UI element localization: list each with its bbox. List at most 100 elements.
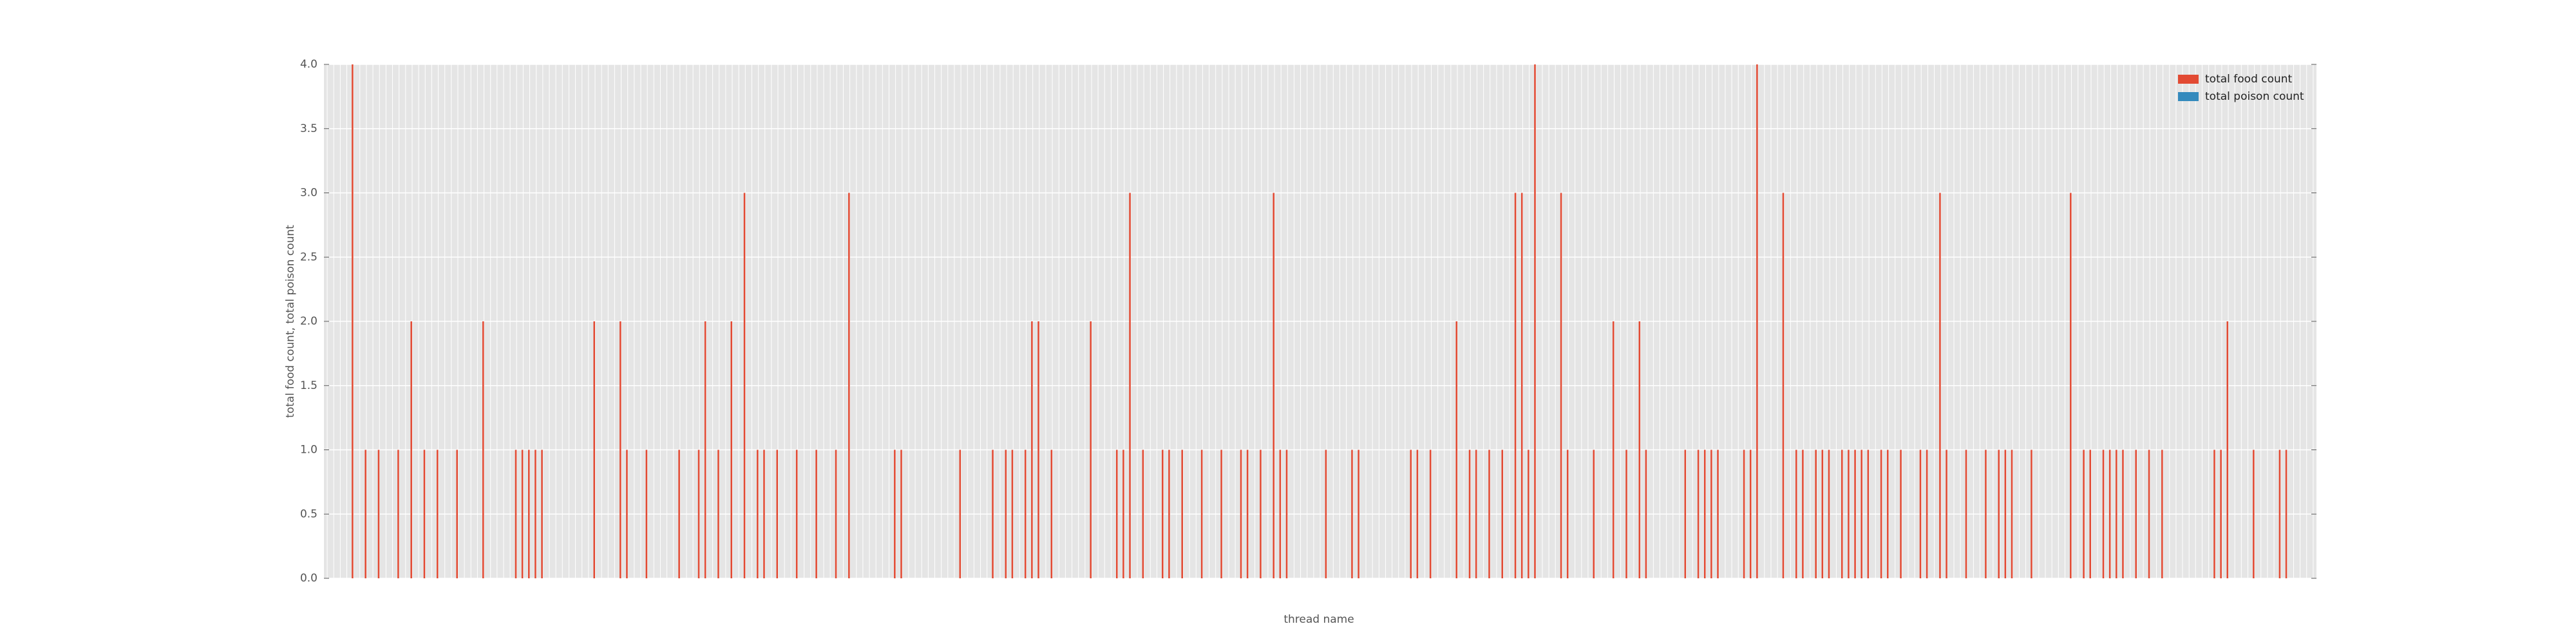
bar xyxy=(1285,450,1288,578)
bar xyxy=(1115,450,1118,578)
bar xyxy=(1358,450,1359,578)
bar xyxy=(436,450,439,578)
bar xyxy=(593,321,595,578)
bar xyxy=(1455,321,1458,578)
bar xyxy=(2122,450,2124,578)
bar xyxy=(1488,450,1490,578)
bar xyxy=(1985,450,1987,578)
bar xyxy=(528,450,530,578)
bar xyxy=(1050,450,1053,578)
y-axis-label: total food count, total poison count xyxy=(284,225,297,418)
bar xyxy=(1168,450,1170,578)
bar xyxy=(482,321,484,578)
y-tick-label: 0.5 xyxy=(300,507,317,520)
bar xyxy=(835,450,837,578)
bar xyxy=(795,450,798,578)
bar xyxy=(894,450,896,578)
bar xyxy=(423,450,426,578)
bar xyxy=(1612,321,1615,578)
bar xyxy=(1325,450,1327,578)
bar xyxy=(1854,450,1856,578)
bar xyxy=(1090,321,1092,578)
bar xyxy=(1031,321,1033,578)
bar xyxy=(2278,450,2281,578)
bar xyxy=(1468,450,1471,578)
bar xyxy=(1900,450,1902,578)
bar xyxy=(1475,450,1477,578)
bar xyxy=(1749,450,1752,578)
bar xyxy=(1743,450,1745,578)
legend-label: total food count xyxy=(2205,73,2293,86)
bar xyxy=(1162,450,1164,578)
bar xyxy=(2148,450,2150,578)
bar xyxy=(1645,450,1647,578)
bar xyxy=(645,450,648,578)
bar xyxy=(1005,450,1007,578)
bar xyxy=(1593,450,1595,578)
bar xyxy=(1520,193,1523,578)
bar xyxy=(377,450,380,578)
bar xyxy=(848,193,850,578)
bar xyxy=(1638,321,1641,578)
bar xyxy=(1926,450,1928,578)
bar xyxy=(521,450,524,578)
bar xyxy=(1024,450,1027,578)
y-tick-label: 4.0 xyxy=(300,58,317,71)
bar xyxy=(1887,450,1889,578)
x-axis-label: thread name xyxy=(1283,613,1354,626)
bar xyxy=(2220,450,2222,578)
bar xyxy=(1998,450,2000,578)
bar xyxy=(815,450,817,578)
bar xyxy=(704,321,706,578)
bar xyxy=(1011,450,1014,578)
bar xyxy=(1122,450,1124,578)
bar xyxy=(1351,450,1353,578)
bar xyxy=(2102,450,2105,578)
bar xyxy=(1501,450,1504,578)
y-tick-label: 0.0 xyxy=(300,572,317,585)
bar xyxy=(1625,450,1627,578)
bar xyxy=(678,450,680,578)
bar xyxy=(1037,321,1039,578)
bar xyxy=(757,450,759,578)
bar xyxy=(1566,450,1569,578)
y-tick-label: 1.0 xyxy=(300,444,317,457)
bar xyxy=(352,64,354,578)
bar xyxy=(697,450,700,578)
bar xyxy=(1802,450,1804,578)
bar xyxy=(1946,450,1947,578)
bar xyxy=(515,450,517,578)
y-tick-label: 3.5 xyxy=(300,122,317,135)
bar xyxy=(1560,193,1562,578)
bar xyxy=(2116,450,2117,578)
y-tick-label: 2.5 xyxy=(300,251,317,263)
bar xyxy=(1867,450,1870,578)
bar xyxy=(1240,450,1242,578)
bar xyxy=(365,450,366,578)
y-tick-label: 3.0 xyxy=(300,187,317,200)
bar xyxy=(1919,450,1922,578)
bar xyxy=(763,450,765,578)
bar xyxy=(1782,193,1785,578)
bar xyxy=(456,450,458,578)
bar xyxy=(541,450,543,578)
bar xyxy=(620,321,621,578)
bar xyxy=(2011,450,2013,578)
bar xyxy=(1429,450,1432,578)
bar xyxy=(1828,450,1830,578)
bar xyxy=(1416,450,1419,578)
bar xyxy=(717,450,719,578)
bar xyxy=(1142,450,1144,578)
bar xyxy=(2089,450,2092,578)
bar xyxy=(1841,450,1843,578)
bar xyxy=(1181,450,1183,578)
bar xyxy=(1279,450,1282,578)
bar xyxy=(900,450,902,578)
bar xyxy=(535,450,536,578)
bar xyxy=(1815,450,1817,578)
y-tick-label: 1.5 xyxy=(300,379,317,392)
bar xyxy=(2161,450,2163,578)
legend-swatch xyxy=(2178,75,2199,84)
legend-label: total poison count xyxy=(2205,90,2304,103)
